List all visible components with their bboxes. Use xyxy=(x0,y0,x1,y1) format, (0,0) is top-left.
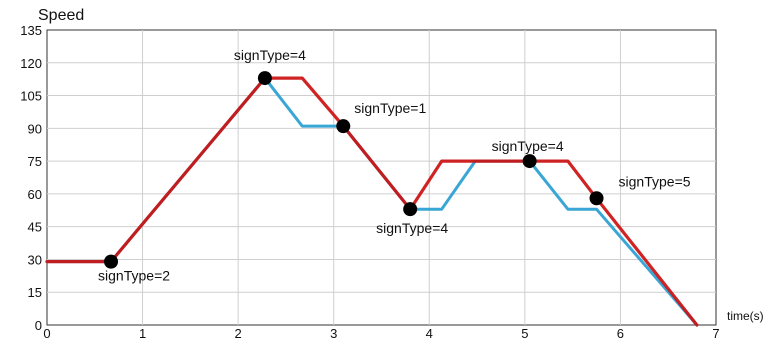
event-label: signType=5 xyxy=(619,173,691,189)
x-tick-label: 5 xyxy=(521,326,528,340)
x-tick-label: 3 xyxy=(330,326,337,340)
event-marker xyxy=(522,154,537,169)
event-label: signType=2 xyxy=(98,268,170,284)
y-tick-label: 0 xyxy=(35,318,42,333)
x-tick-label: 6 xyxy=(617,326,624,340)
y-tick-label: 75 xyxy=(28,154,42,169)
grid xyxy=(46,29,717,326)
plot-frame xyxy=(46,29,717,326)
x-tick-label: 1 xyxy=(139,326,146,340)
event-annotations: signType=2 signType=4 signType=1 signType=4… xyxy=(98,47,691,284)
x-tick-label: 0 xyxy=(43,326,50,340)
event-markers xyxy=(104,71,604,269)
y-axis-label: Speed xyxy=(38,7,84,24)
y-tick-label: 45 xyxy=(28,220,42,235)
y-tick-labels: 0 15 30 45 60 75 90 105 120 135 xyxy=(20,23,42,333)
x-tick-labels: 0 1 2 3 4 5 6 7 xyxy=(43,326,719,340)
y-tick-label: 60 xyxy=(28,187,42,202)
y-tick-label: 135 xyxy=(20,23,42,38)
event-label: signType=4 xyxy=(492,138,564,154)
event-marker xyxy=(257,71,272,86)
event-marker xyxy=(589,191,604,206)
event-marker xyxy=(403,202,418,217)
y-tick-label: 105 xyxy=(20,89,42,104)
x-tick-label: 4 xyxy=(426,326,433,340)
x-axis-label: time(s) xyxy=(727,309,764,323)
y-tick-label: 15 xyxy=(28,285,42,300)
event-label: signType=4 xyxy=(376,220,448,236)
event-marker xyxy=(104,254,119,269)
x-tick-label: 2 xyxy=(235,326,242,340)
event-marker xyxy=(336,119,351,134)
event-label: signType=4 xyxy=(234,47,306,63)
y-tick-label: 30 xyxy=(28,252,42,267)
event-label: signType=1 xyxy=(354,100,426,116)
y-tick-label: 90 xyxy=(28,121,42,136)
y-tick-label: 120 xyxy=(20,56,42,71)
x-tick-label: 7 xyxy=(712,326,719,340)
